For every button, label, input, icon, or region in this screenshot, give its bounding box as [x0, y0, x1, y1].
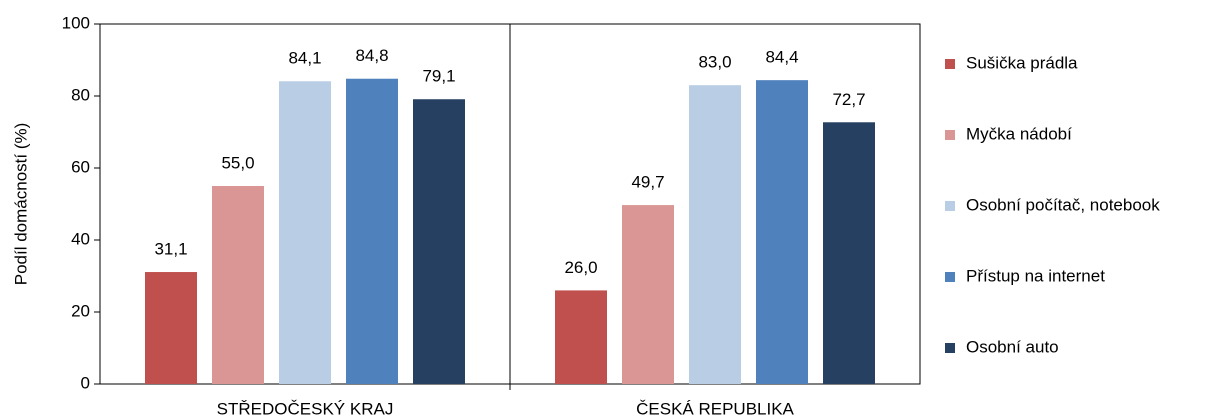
- value-label: 55,0: [221, 153, 254, 172]
- legend-label: Osobní auto: [966, 337, 1059, 356]
- y-tick-label: 60: [71, 157, 90, 176]
- y-tick-label: 0: [81, 373, 90, 392]
- legend-label: Přístup na internet: [966, 266, 1105, 285]
- x-tick-label: STŘEDOČESKÝ KRAJ: [217, 399, 394, 418]
- x-tick-label: ČESKÁ REPUBLIKA: [636, 399, 794, 418]
- bar: [279, 81, 331, 385]
- bar: [823, 122, 875, 384]
- value-label: 79,1: [422, 67, 455, 86]
- legend-label: Osobní počítač, notebook: [966, 195, 1160, 214]
- value-label: 26,0: [564, 258, 597, 277]
- value-label: 84,8: [355, 46, 388, 65]
- bar: [756, 80, 808, 384]
- bar: [346, 78, 398, 384]
- value-label: 31,1: [154, 240, 187, 259]
- value-label: 84,1: [288, 49, 321, 68]
- legend-marker: [945, 343, 955, 353]
- y-tick-label: 40: [71, 229, 90, 248]
- bar: [212, 186, 264, 384]
- value-label: 84,4: [765, 48, 798, 67]
- legend-marker: [945, 201, 955, 211]
- y-tick-label: 100: [62, 13, 90, 32]
- legend-label: Sušička prádla: [966, 53, 1078, 72]
- value-label: 49,7: [631, 173, 664, 192]
- bar: [413, 99, 465, 385]
- bar: [145, 272, 197, 384]
- legend-label: Myčka nádobí: [966, 124, 1072, 143]
- value-label: 72,7: [832, 90, 865, 109]
- bar: [689, 85, 741, 384]
- y-tick-label: 20: [71, 301, 90, 320]
- legend-marker: [945, 130, 955, 140]
- y-tick-label: 80: [71, 85, 90, 104]
- value-label: 83,0: [698, 53, 731, 72]
- legend-marker: [945, 272, 955, 282]
- bar: [555, 290, 607, 384]
- y-axis-title: Podíl domácností (%): [11, 123, 30, 286]
- bar: [622, 205, 674, 384]
- legend-marker: [945, 59, 955, 69]
